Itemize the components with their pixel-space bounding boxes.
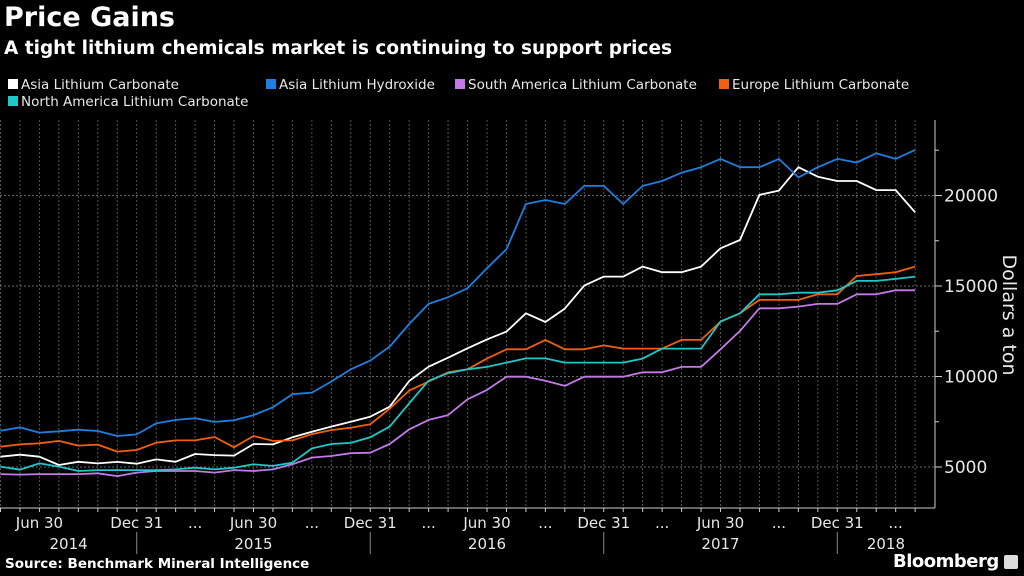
y-axis-title: Dollars a ton: [998, 254, 1020, 375]
x-year-label: 2017: [701, 535, 739, 553]
bloomberg-chart-icon: [1004, 555, 1018, 569]
x-tick-label: Dec 31: [577, 514, 630, 532]
x-tick-label: ...: [538, 514, 552, 532]
legend-item-north-america: North America Lithium Carbonate: [8, 94, 248, 110]
legend-swatch: [719, 79, 729, 89]
x-year-label: 2016: [468, 535, 506, 553]
x-tick-label: Dec 31: [344, 514, 397, 532]
legend-swatch: [455, 79, 465, 89]
x-tick-label: ...: [421, 514, 435, 532]
legend-swatch: [8, 96, 18, 106]
y-tick-label: 10000: [944, 367, 998, 387]
x-tick-label: Dec 31: [811, 514, 864, 532]
x-tick-label: Jun 30: [696, 514, 744, 532]
series-line-0: [0, 166, 916, 466]
legend-label: Asia Lithium Hydroxide: [279, 77, 435, 93]
legend-swatch: [266, 79, 276, 89]
x-tick-label: Jun 30: [15, 514, 63, 532]
series-line-4: [0, 275, 916, 472]
x-year-label: 2018: [867, 535, 905, 553]
legend-swatch: [8, 79, 18, 89]
legend-item-asia-carbonate: Asia Lithium Carbonate: [8, 77, 179, 93]
y-tick-label: 5000: [944, 458, 987, 478]
x-tick-label: Dec 31: [110, 514, 163, 532]
x-tick-label: Jun 30: [462, 514, 510, 532]
x-year-label: 2015: [234, 535, 272, 553]
source-note: Source: Benchmark Mineral Intelligence: [5, 556, 310, 572]
x-tick-label: ...: [655, 514, 669, 532]
series-line-2: [0, 289, 916, 477]
bloomberg-logo: Bloomberg: [893, 551, 999, 572]
y-tick-label: 15000: [944, 277, 998, 297]
legend-item-south-america: South America Lithium Carbonate: [455, 77, 697, 93]
x-tick-label: ...: [889, 514, 903, 532]
series-line-1: [0, 149, 916, 437]
legend-label: South America Lithium Carbonate: [468, 77, 697, 93]
legend-label: Europe Lithium Carbonate: [732, 77, 910, 93]
x-year-label: 2014: [50, 535, 88, 553]
x-tick-label: ...: [305, 514, 319, 532]
x-tick-label: ...: [772, 514, 786, 532]
y-tick-label: 20000: [944, 186, 998, 206]
chart-title: Price Gains: [4, 2, 176, 33]
legend-item-asia-hydroxide: Asia Lithium Hydroxide: [266, 77, 435, 93]
x-tick-label: Jun 30: [229, 514, 277, 532]
legend-label: Asia Lithium Carbonate: [21, 77, 179, 93]
chart-subtitle: A tight lithium chemicals market is cont…: [4, 38, 673, 59]
legend-label: North America Lithium Carbonate: [21, 94, 249, 110]
legend-item-europe: Europe Lithium Carbonate: [719, 77, 909, 93]
x-tick-label: ...: [188, 514, 202, 532]
